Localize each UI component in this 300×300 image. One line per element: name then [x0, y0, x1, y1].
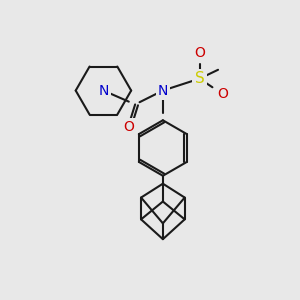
Text: S: S [195, 71, 204, 86]
Text: O: O [217, 86, 228, 100]
Text: O: O [194, 46, 205, 60]
Text: O: O [123, 120, 134, 134]
Text: N: N [158, 84, 168, 98]
Text: N: N [98, 84, 109, 98]
